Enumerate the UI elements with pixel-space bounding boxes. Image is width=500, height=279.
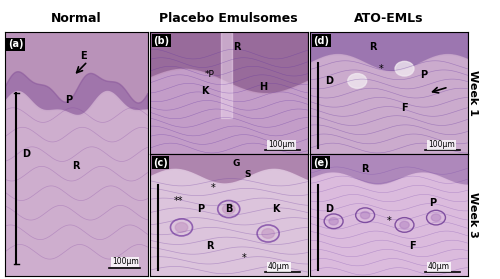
Text: R: R: [72, 161, 80, 171]
Text: P: P: [197, 204, 204, 214]
Text: D: D: [325, 204, 333, 214]
Text: K: K: [202, 86, 209, 96]
Text: (b): (b): [153, 36, 170, 46]
Text: B: B: [225, 204, 232, 214]
Text: 100μm: 100μm: [112, 258, 138, 266]
Circle shape: [329, 218, 338, 225]
Text: K: K: [272, 204, 280, 214]
Text: P: P: [430, 198, 436, 208]
Circle shape: [400, 221, 409, 229]
Text: (e): (e): [313, 158, 329, 168]
Text: F: F: [401, 103, 408, 113]
Text: P: P: [66, 95, 72, 105]
Circle shape: [348, 74, 366, 88]
Text: E: E: [80, 52, 86, 61]
Text: *: *: [378, 64, 384, 74]
Circle shape: [395, 61, 414, 76]
Circle shape: [222, 204, 235, 214]
Text: 40μm: 40μm: [268, 262, 290, 271]
Text: *: *: [386, 216, 391, 226]
Text: ATO-EMLs: ATO-EMLs: [354, 12, 424, 25]
Circle shape: [262, 229, 274, 238]
Text: 100μm: 100μm: [428, 140, 455, 149]
Circle shape: [175, 223, 188, 232]
Text: *P: *P: [205, 70, 215, 79]
Text: H: H: [260, 82, 268, 92]
Text: D: D: [325, 76, 333, 86]
Text: Normal: Normal: [51, 12, 102, 25]
Text: F: F: [409, 241, 416, 251]
Text: Week 1: Week 1: [468, 70, 477, 116]
Text: S: S: [244, 170, 251, 179]
Text: R: R: [206, 241, 214, 251]
Text: **: **: [174, 196, 183, 206]
Text: Placebo Emulsomes: Placebo Emulsomes: [160, 12, 298, 25]
Text: R: R: [369, 42, 377, 52]
Circle shape: [360, 211, 370, 219]
Text: Week 3: Week 3: [468, 192, 477, 238]
Text: *: *: [210, 183, 216, 193]
Text: R: R: [233, 42, 240, 52]
Text: P: P: [420, 70, 427, 80]
Text: 100μm: 100μm: [268, 140, 295, 149]
Text: (d): (d): [313, 36, 329, 46]
Text: (a): (a): [8, 39, 24, 49]
Circle shape: [432, 214, 440, 221]
Text: *: *: [242, 253, 247, 263]
Text: (c): (c): [153, 158, 168, 168]
Text: R: R: [362, 164, 369, 174]
Text: D: D: [22, 149, 30, 159]
Text: 40μm: 40μm: [428, 262, 450, 271]
Text: G: G: [233, 159, 240, 169]
